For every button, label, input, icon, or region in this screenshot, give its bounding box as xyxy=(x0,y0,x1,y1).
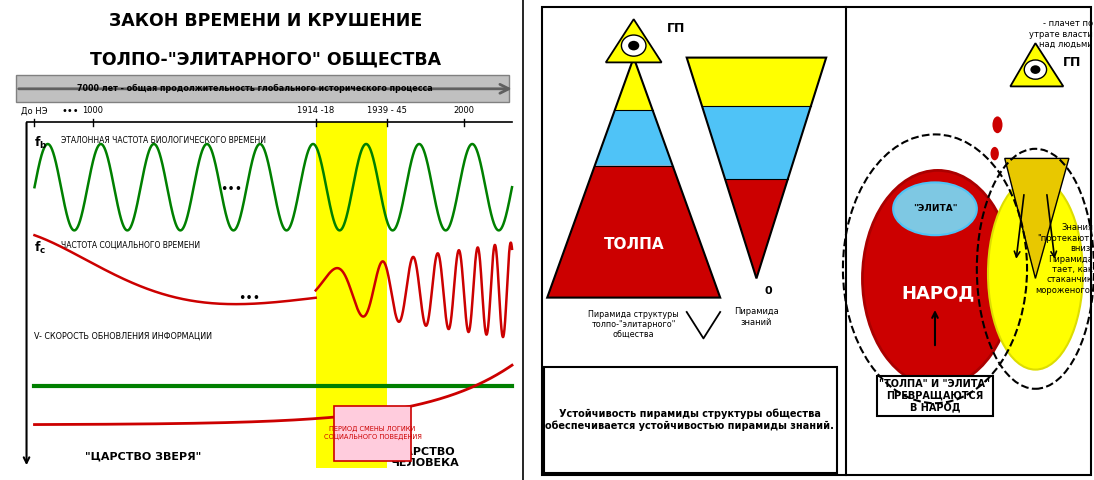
Polygon shape xyxy=(725,179,788,278)
Text: 1914 -18: 1914 -18 xyxy=(298,106,335,115)
Circle shape xyxy=(1024,60,1047,79)
Text: •••: ••• xyxy=(238,292,260,305)
Text: $\mathbf{f_c}$: $\mathbf{f_c}$ xyxy=(35,240,47,256)
Text: ЧАСТОТА СОЦИАЛЬНОГО ВРЕМЕНИ: ЧАСТОТА СОЦИАЛЬНОГО ВРЕМЕНИ xyxy=(61,241,200,250)
Polygon shape xyxy=(595,110,673,166)
Polygon shape xyxy=(606,19,662,62)
Text: "ТОЛПА" И "ЭЛИТА"
ПРЕВРАЩАЮТСЯ
В НАРОД: "ТОЛПА" И "ЭЛИТА" ПРЕВРАЩАЮТСЯ В НАРОД xyxy=(880,379,990,413)
Text: 1939 - 45: 1939 - 45 xyxy=(368,106,407,115)
Ellipse shape xyxy=(862,170,1013,386)
Text: "ЭЛИТА": "ЭЛИТА" xyxy=(912,204,957,213)
Ellipse shape xyxy=(893,182,977,235)
Text: НАРОД: НАРОД xyxy=(901,284,975,302)
Text: ЭТАЛОННАЯ ЧАСТОТА БИОЛОГИЧЕСКОГО ВРЕМЕНИ: ЭТАЛОННАЯ ЧАСТОТА БИОЛОГИЧЕСКОГО ВРЕМЕНИ xyxy=(61,136,266,145)
FancyBboxPatch shape xyxy=(16,75,510,102)
Text: ЗАКОН ВРЕМЕНИ И КРУШЕНИЕ: ЗАКОН ВРЕМЕНИ И КРУШЕНИЕ xyxy=(108,12,422,30)
Circle shape xyxy=(1031,65,1040,74)
Text: 7000 лет - общая продолжительность глобального исторического процесса: 7000 лет - общая продолжительность глоба… xyxy=(77,84,432,93)
FancyBboxPatch shape xyxy=(335,406,411,461)
Polygon shape xyxy=(1011,43,1063,86)
Text: ЦАРСТВО
ЧЕЛОВЕКА: ЦАРСТВО ЧЕЛОВЕКА xyxy=(391,446,458,468)
Text: •••: ••• xyxy=(220,183,242,196)
Bar xyxy=(316,122,387,468)
Text: V- СКОРОСТЬ ОБНОВЛЕНИЯ ИНФОРМАЦИИ: V- СКОРОСТЬ ОБНОВЛЕНИЯ ИНФОРМАЦИИ xyxy=(35,332,212,340)
Text: ГП: ГП xyxy=(667,22,686,36)
Circle shape xyxy=(621,35,645,56)
Polygon shape xyxy=(687,58,826,106)
Circle shape xyxy=(628,41,639,50)
Text: - плачет по
утрате власти
над людьми: - плачет по утрате власти над людьми xyxy=(1029,19,1093,49)
Text: Пирамида структуры
толпо-"элитарного"
общества: Пирамида структуры толпо-"элитарного" об… xyxy=(589,310,679,339)
Text: 0: 0 xyxy=(765,286,772,296)
Text: ГП: ГП xyxy=(1063,56,1082,69)
Text: 2000: 2000 xyxy=(454,106,475,115)
Ellipse shape xyxy=(990,147,999,160)
Text: ПЕРИОД СМЕНЫ ЛОГИКИ
СОЦИАЛЬНОГО ПОВЕДЕНИЯ: ПЕРИОД СМЕНЫ ЛОГИКИ СОЦИАЛЬНОГО ПОВЕДЕНИ… xyxy=(324,426,421,440)
Text: ТОЛПА: ТОЛПА xyxy=(604,237,664,252)
Polygon shape xyxy=(1004,158,1069,278)
Text: Устойчивость пирамиды структуры общества
обеспечивается устойчивостью пирамиды з: Устойчивость пирамиды структуры общества… xyxy=(545,408,834,432)
Polygon shape xyxy=(547,166,720,298)
Text: •••: ••• xyxy=(61,106,79,116)
Text: До НЭ: До НЭ xyxy=(21,106,48,115)
Text: Пирамида
знаний: Пирамида знаний xyxy=(734,307,779,326)
Text: ТОЛПО-"ЭЛИТАРНОГО" ОБЩЕСТВА: ТОЛПО-"ЭЛИТАРНОГО" ОБЩЕСТВА xyxy=(90,50,441,68)
Text: $\mathbf{f_b}$: $\mathbf{f_b}$ xyxy=(35,135,48,152)
Ellipse shape xyxy=(992,117,1002,133)
Text: 1000: 1000 xyxy=(82,106,103,115)
Text: "ЦАРСТВО ЗВЕРЯ": "ЦАРСТВО ЗВЕРЯ" xyxy=(85,452,201,462)
Polygon shape xyxy=(702,106,811,179)
Text: Знания
"протекают"
вниз.
Пирамида
тает, как
стаканчик
мороженого.: Знания "протекают" вниз. Пирамида тает, … xyxy=(1035,224,1093,295)
Ellipse shape xyxy=(988,178,1083,370)
Bar xyxy=(545,367,837,473)
Polygon shape xyxy=(615,58,653,110)
